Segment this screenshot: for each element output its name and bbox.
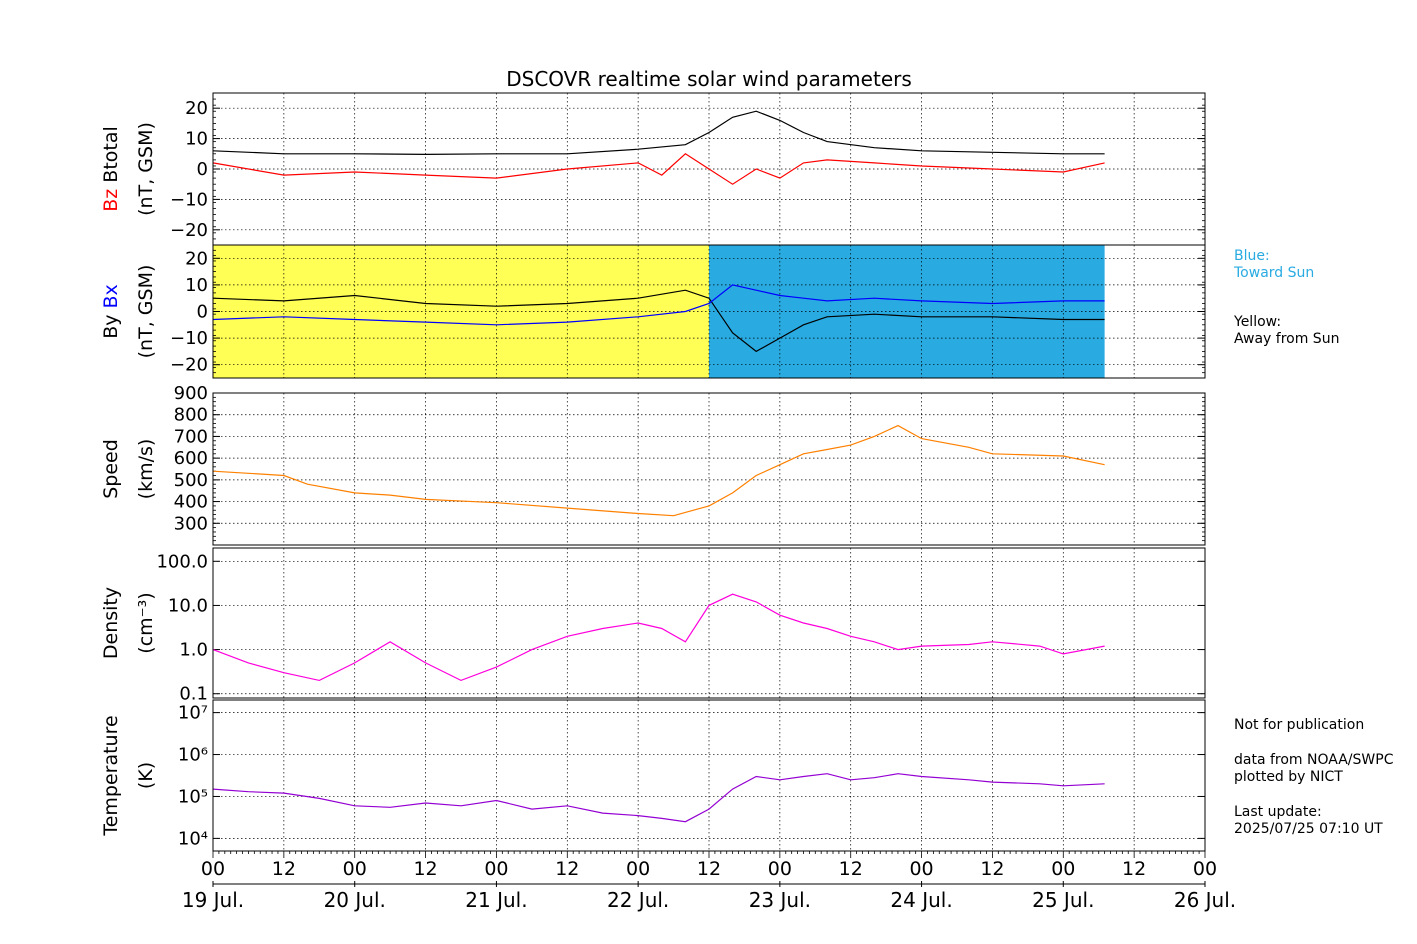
y-tick-label: 20 bbox=[185, 248, 208, 269]
last-update-note: Last update: 2025/07/25 07:10 UT bbox=[1234, 804, 1383, 837]
toward-sun-legend: Blue: Toward Sun bbox=[1234, 248, 1315, 281]
x-tick-label: 00 bbox=[484, 858, 508, 880]
panel-frame bbox=[212, 244, 1206, 379]
y-tick-label: −20 bbox=[170, 220, 208, 241]
y-axis-unit-density: (cm⁻³) bbox=[135, 592, 157, 653]
x-tick-label: 12 bbox=[413, 858, 437, 880]
x-tick-label: 12 bbox=[272, 858, 296, 880]
x-tick-label: 12 bbox=[980, 858, 1004, 880]
panel-temperature: 10⁴ 10⁵ 10⁶ 10⁷ Temperature (K) bbox=[100, 699, 1206, 852]
x-date-label: 23 Jul. bbox=[749, 888, 811, 912]
y-axis-label-speed: Speed bbox=[100, 439, 122, 499]
y-axis-label-part: By bbox=[100, 315, 122, 339]
y-tick-label: 10 bbox=[185, 275, 208, 296]
y-axis-label-temperature: Temperature bbox=[100, 715, 122, 836]
y-axis-label-density: Density bbox=[100, 587, 122, 659]
y-axis-unit-by-bx: (nT, GSM) bbox=[135, 265, 157, 359]
y-tick-label: 300 bbox=[174, 513, 208, 534]
series-line-temperature-0 bbox=[212, 773, 1105, 823]
sector-band-1 bbox=[709, 245, 1105, 378]
y-tick-label: −10 bbox=[170, 189, 208, 210]
x-tick-label: 12 bbox=[697, 858, 721, 880]
series-line-btotal-bz-1 bbox=[212, 153, 1105, 185]
y-axis-label-part: Temperature bbox=[100, 715, 122, 836]
panel-by-bx: 20 10 0 −10 −20 By Bx (nT, GSM) bbox=[100, 244, 1206, 379]
y-axis-unit-temperature: (K) bbox=[135, 762, 157, 789]
y-tick-label: −10 bbox=[170, 328, 208, 349]
y-tick-label: 20 bbox=[185, 98, 208, 119]
x-tick-label: 00 bbox=[1051, 858, 1075, 880]
y-tick-label: 0 bbox=[197, 302, 208, 323]
series-line-by-bx-0 bbox=[212, 289, 1105, 353]
x-date-label: 25 Jul. bbox=[1032, 888, 1094, 912]
credit-note: data from NOAA/SWPC plotted by NICT bbox=[1234, 752, 1394, 785]
x-tick-label: 00 bbox=[201, 858, 225, 880]
y-axis-unit-speed: (km/s) bbox=[135, 439, 157, 500]
y-tick-label: 600 bbox=[174, 448, 208, 469]
panel-frame bbox=[212, 547, 1206, 699]
y-tick-label: 700 bbox=[174, 426, 208, 447]
x-date-label: 24 Jul. bbox=[890, 888, 952, 912]
x-date-label: 19 Jul. bbox=[182, 888, 244, 912]
x-tick-label: 00 bbox=[626, 858, 650, 880]
y-axis-label-by-bx: By Bx bbox=[100, 284, 122, 339]
y-tick-label: 800 bbox=[174, 405, 208, 426]
y-tick-label: 10⁵ bbox=[178, 786, 208, 807]
y-tick-label: −20 bbox=[170, 355, 208, 376]
x-tick-label: 00 bbox=[1193, 858, 1217, 880]
series-line-btotal-bz-0 bbox=[212, 110, 1105, 156]
y-axis-label-part: Speed bbox=[100, 439, 122, 499]
y-axis-label-part: Btotal bbox=[100, 126, 122, 189]
y-tick-label: 500 bbox=[174, 470, 208, 491]
series-line-density-0 bbox=[212, 593, 1105, 682]
publication-note: Not for publication bbox=[1234, 717, 1365, 733]
x-tick-label: 00 bbox=[909, 858, 933, 880]
x-tick-label: 12 bbox=[555, 858, 579, 880]
y-tick-label: 0 bbox=[197, 159, 208, 180]
y-tick-label: 10⁷ bbox=[178, 703, 208, 724]
y-axis-label-btotal-bz: Bz Btotal bbox=[100, 126, 122, 212]
y-tick-label: 0.1 bbox=[179, 684, 208, 705]
y-tick-label: 10⁴ bbox=[178, 828, 208, 849]
y-tick-label: 1.0 bbox=[179, 640, 208, 661]
chart-title: DSCOVR realtime solar wind parameters bbox=[506, 67, 912, 91]
y-tick-label: 100.0 bbox=[156, 551, 208, 572]
y-tick-label: 900 bbox=[174, 383, 208, 404]
y-axis-label-part: Bx bbox=[100, 284, 122, 314]
x-tick-label: 00 bbox=[343, 858, 367, 880]
y-tick-label: 10⁶ bbox=[178, 745, 208, 766]
series-line-speed-0 bbox=[212, 424, 1105, 517]
y-tick-label: 10 bbox=[185, 129, 208, 150]
y-tick-label: 10.0 bbox=[168, 595, 208, 616]
y-axis-label-part: Bz bbox=[100, 189, 122, 212]
panel-frame bbox=[212, 392, 1206, 546]
x-tick-label: 12 bbox=[839, 858, 863, 880]
y-axis-label-part: Density bbox=[100, 587, 122, 659]
y-axis-unit-btotal-bz: (nT, GSM) bbox=[135, 122, 157, 216]
panel-btotal-bz: 20 10 0 −10 −20 Bz Btotal (nT, GSM) bbox=[100, 92, 1206, 246]
x-tick-label: 12 bbox=[1122, 858, 1146, 880]
away-from-sun-legend: Yellow: Away from Sun bbox=[1234, 314, 1340, 347]
x-tick-label: 00 bbox=[768, 858, 792, 880]
panel-density: 100.0 10.0 1.0 0.1 Density (cm⁻³) bbox=[100, 547, 1206, 705]
y-tick-label: 400 bbox=[174, 492, 208, 513]
x-date-label: 26 Jul. bbox=[1174, 888, 1236, 912]
x-date-label: 20 Jul. bbox=[324, 888, 386, 912]
x-date-label: 22 Jul. bbox=[607, 888, 669, 912]
series-line-by-bx-1 bbox=[212, 284, 1105, 326]
x-date-label: 21 Jul. bbox=[465, 888, 527, 912]
